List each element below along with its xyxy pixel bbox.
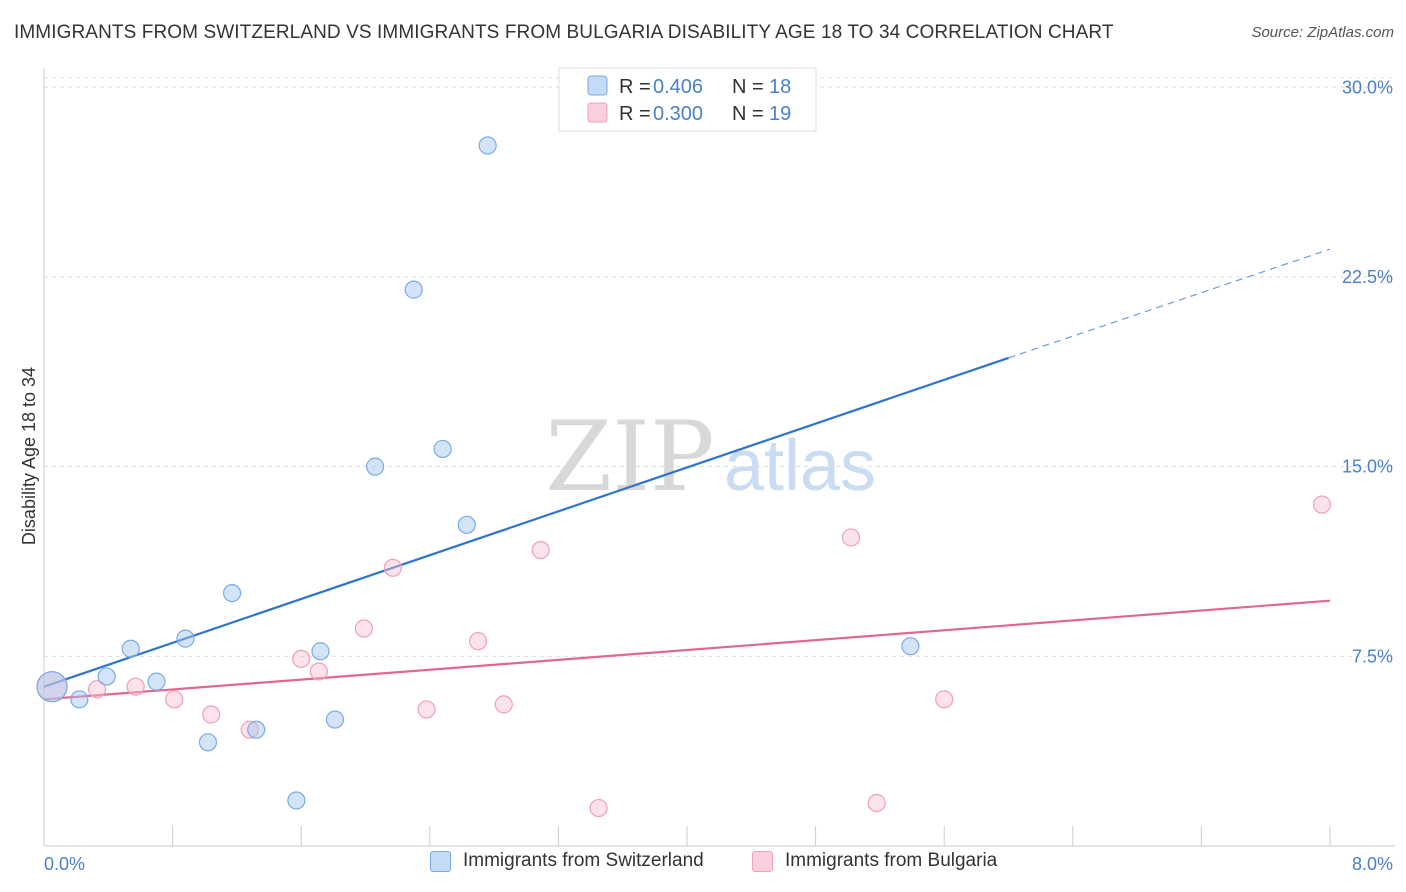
point-bulgaria-11 [468, 632, 488, 651]
x-tick-label-1: 8.0% [1352, 854, 1393, 874]
point-bulgaria-7 [309, 662, 328, 681]
trend-lines [43, 248, 1331, 701]
point-bulgaria-12 [494, 695, 513, 714]
point-bulgaria-16 [867, 793, 886, 813]
trend-line-switzerland [43, 356, 1009, 688]
point-bulgaria-1 [87, 680, 107, 699]
watermark-zip: ZIP [545, 401, 714, 513]
y-tick-label-3: 30.0% [1342, 77, 1393, 97]
x-tick-labels: 0.0% 8.0% [44, 854, 1393, 874]
point-switzerland-12 [366, 457, 385, 476]
legend-swatch-switzerland-bottom [430, 850, 451, 872]
point-switzerland-4 [147, 672, 166, 691]
legend-item-switzerland: Immigrants from Switzerland [430, 850, 704, 872]
trend-line-switzerland-extension [1008, 248, 1331, 359]
legend-r-label-bulgaria: R = [619, 103, 651, 125]
legend-n-label-switzerland: N = [732, 76, 764, 98]
point-switzerland-9 [287, 791, 306, 810]
point-bulgaria-18 [1312, 495, 1332, 514]
point-bulgaria-15 [841, 528, 861, 547]
axes [43, 68, 1395, 847]
point-bulgaria-13 [531, 541, 550, 560]
y-tick-label-2: 22.5% [1342, 267, 1393, 287]
point-switzerland-7 [222, 583, 242, 603]
legend-swatch-bulgaria [587, 102, 608, 123]
point-bulgaria-4 [202, 705, 221, 724]
point-bulgaria-10 [417, 700, 436, 719]
x-tick-label-0: 0.0% [44, 854, 85, 874]
point-bulgaria-14 [589, 798, 608, 818]
point-switzerland-10 [311, 642, 330, 661]
point-switzerland-1 [70, 690, 89, 709]
point-bulgaria-2 [126, 677, 145, 696]
y-tick-label-0: 7.5% [1352, 646, 1393, 666]
y-axis-label: Disability Age 18 to 34 [19, 367, 39, 545]
data-points [36, 136, 1332, 818]
y-tick-label-1: 15.0% [1342, 457, 1393, 477]
watermark: ZIP atlas [545, 401, 876, 513]
legend-r-label-switzerland: R = [619, 76, 651, 98]
point-switzerland-17 [901, 637, 920, 656]
legend-label-bulgaria: Immigrants from Bulgaria [785, 850, 998, 871]
watermark-atlas: atlas [724, 426, 876, 506]
legend-n-value-switzerland: 18 [769, 76, 791, 98]
legend-r-value-bulgaria: 0.300 [653, 103, 703, 125]
legend-swatch-bulgaria-bottom [752, 850, 773, 872]
grid-lines [44, 77, 1395, 657]
point-switzerland-11 [325, 710, 345, 729]
legend-n-label-bulgaria: N = [732, 103, 764, 125]
legend-label-switzerland: Immigrants from Switzerland [463, 850, 704, 871]
point-switzerland-16 [478, 136, 497, 155]
source-label: Source: ZipAtlas.com [1251, 24, 1394, 41]
point-switzerland-0 [36, 671, 68, 703]
point-bulgaria-9 [383, 558, 402, 577]
point-switzerland-15 [457, 515, 476, 534]
point-switzerland-2 [97, 667, 116, 686]
trend-line-bulgaria [43, 599, 1331, 701]
point-bulgaria-8 [354, 619, 373, 638]
point-switzerland-14 [433, 439, 452, 459]
legend-swatch-switzerland [587, 75, 608, 96]
y-tick-labels: 7.5% 15.0% 22.5% 30.0% [1342, 77, 1393, 666]
point-switzerland-3 [121, 639, 140, 658]
point-bulgaria-3 [165, 690, 184, 709]
point-bulgaria-17 [935, 690, 954, 709]
point-bulgaria-6 [292, 649, 311, 668]
point-switzerland-6 [198, 733, 218, 752]
legend-r-value-switzerland: 0.406 [653, 76, 703, 98]
legend-item-bulgaria: Immigrants from Bulgaria [752, 850, 997, 872]
point-switzerland-13 [404, 280, 423, 299]
point-switzerland-5 [176, 629, 195, 648]
point-switzerland-8 [247, 720, 266, 739]
point-bulgaria-5 [240, 720, 259, 739]
legend-n-value-bulgaria: 19 [769, 103, 791, 125]
chart-title: IMMIGRANTS FROM SWITZERLAND VS IMMIGRANT… [14, 22, 1114, 43]
correlation-legend: R = 0.406 N = 18 R = 0.300 N = 19 [558, 67, 817, 132]
